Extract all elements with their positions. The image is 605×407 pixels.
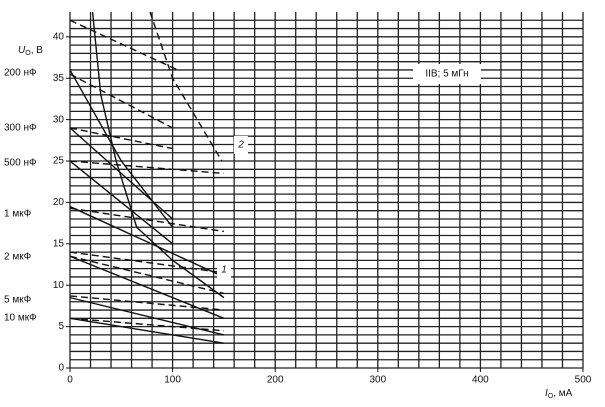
curve xyxy=(69,296,225,336)
y-tick-label: 0 xyxy=(58,363,64,374)
x-tick-label: 100 xyxy=(164,375,181,386)
y-tick-label: 35 xyxy=(53,73,65,84)
x-tick-label: 200 xyxy=(267,375,284,386)
y-tick-label: 30 xyxy=(53,114,65,125)
axis-subscript: O xyxy=(25,50,31,57)
y-tick-label: 15 xyxy=(53,238,65,249)
curve xyxy=(69,255,225,319)
capacitance-label: 300 нФ xyxy=(4,123,37,134)
curve-label-bg xyxy=(217,261,231,279)
curve xyxy=(69,251,224,274)
axis-subscript: O xyxy=(548,393,554,400)
curve xyxy=(69,69,174,228)
annotation: IIB; 5 мГн xyxy=(425,69,468,80)
y-tick-label: 20 xyxy=(53,197,65,208)
axis-symbol: U xyxy=(18,45,26,56)
curve xyxy=(69,160,224,175)
curve xyxy=(69,207,225,233)
capacitance-label: 500 нФ xyxy=(4,158,37,169)
curve xyxy=(69,19,179,71)
curve xyxy=(69,317,225,344)
capacitance-label: 10 мкФ xyxy=(4,313,37,324)
axis-unit: , мА xyxy=(553,388,572,399)
curve xyxy=(69,205,225,278)
capacitance-label: 2 мкФ xyxy=(4,252,32,263)
y-tick-label: 5 xyxy=(58,321,64,332)
axis-label: UO, В xyxy=(18,45,43,57)
axis-unit: , В xyxy=(31,45,44,56)
curve-label: 1 xyxy=(221,265,227,276)
x-tick-label: 400 xyxy=(472,375,489,386)
curve xyxy=(91,11,225,299)
curve xyxy=(69,160,174,245)
curve xyxy=(69,127,174,220)
y-tick-label: 10 xyxy=(53,280,65,291)
capacitance-label: 200 нФ xyxy=(4,68,37,79)
curve xyxy=(69,295,224,311)
annotation-box xyxy=(413,64,481,84)
axis-symbol: I xyxy=(545,388,548,399)
y-tick-label: 40 xyxy=(53,31,65,42)
curve-label-bg xyxy=(234,136,248,154)
curve xyxy=(69,255,225,295)
axis-label: IO, мА xyxy=(545,388,573,400)
curve-label: 2 xyxy=(237,140,244,151)
capacitance-label: 1 мкФ xyxy=(4,209,32,220)
curve xyxy=(69,73,173,129)
y-tick-label: 25 xyxy=(53,156,65,167)
curve xyxy=(69,127,173,150)
x-tick-label: 500 xyxy=(575,375,592,386)
x-tick-label: 300 xyxy=(369,375,386,386)
capacitance-label: 5 мкФ xyxy=(4,295,32,306)
curve xyxy=(149,11,223,162)
x-tick-label: 0 xyxy=(67,375,73,386)
curve xyxy=(69,317,224,332)
